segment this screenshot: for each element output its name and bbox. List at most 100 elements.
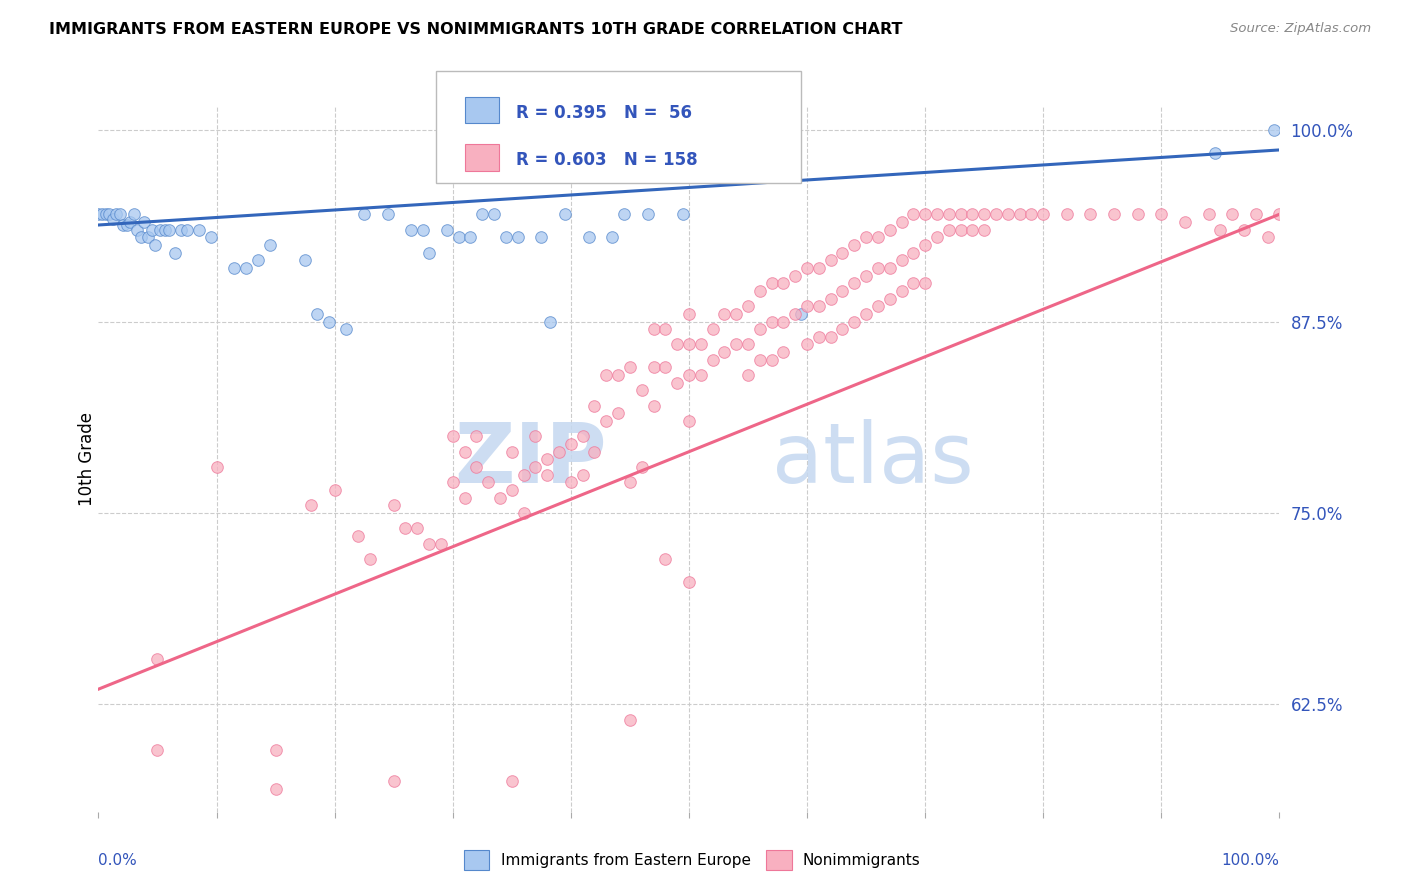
Point bbox=[149, 222, 172, 236]
Point bbox=[607, 368, 630, 383]
Point bbox=[844, 238, 866, 252]
Point bbox=[866, 230, 889, 244]
Point bbox=[1209, 222, 1232, 236]
Point bbox=[512, 467, 534, 482]
Point bbox=[672, 207, 695, 221]
Point bbox=[772, 345, 794, 359]
Point bbox=[1263, 123, 1285, 137]
Point bbox=[447, 230, 470, 244]
Point bbox=[890, 253, 912, 268]
Point bbox=[146, 651, 169, 665]
Point bbox=[678, 307, 700, 321]
Point bbox=[299, 499, 322, 513]
Point bbox=[666, 376, 689, 390]
Point bbox=[200, 230, 222, 244]
Point bbox=[264, 781, 287, 796]
Point bbox=[973, 222, 995, 236]
Point bbox=[318, 314, 340, 328]
Point bbox=[925, 207, 948, 221]
Point bbox=[170, 222, 193, 236]
Text: ZIP: ZIP bbox=[454, 419, 606, 500]
Point bbox=[115, 218, 138, 232]
Point bbox=[637, 207, 659, 221]
Point bbox=[938, 222, 960, 236]
Point bbox=[702, 322, 724, 336]
Point bbox=[224, 260, 246, 275]
Point bbox=[501, 483, 523, 497]
Point bbox=[737, 299, 759, 313]
Point bbox=[530, 230, 553, 244]
Point bbox=[406, 521, 429, 535]
Point bbox=[1032, 207, 1054, 221]
Point bbox=[347, 529, 370, 543]
Point bbox=[335, 322, 357, 336]
Point bbox=[949, 207, 972, 221]
Point bbox=[560, 475, 582, 490]
Point bbox=[748, 322, 770, 336]
Point bbox=[678, 414, 700, 428]
Point bbox=[143, 238, 166, 252]
Point bbox=[359, 552, 381, 566]
Point bbox=[1198, 207, 1220, 221]
Point bbox=[101, 211, 124, 226]
Point bbox=[654, 552, 676, 566]
Point bbox=[501, 774, 523, 789]
Text: Source: ZipAtlas.com: Source: ZipAtlas.com bbox=[1230, 22, 1371, 36]
Point bbox=[678, 368, 700, 383]
Point bbox=[91, 207, 114, 221]
Point bbox=[855, 307, 877, 321]
Point bbox=[506, 230, 529, 244]
Point bbox=[1244, 207, 1267, 221]
Point bbox=[524, 429, 547, 443]
Point bbox=[984, 207, 1007, 221]
Point bbox=[820, 253, 842, 268]
Point bbox=[323, 483, 346, 497]
Point bbox=[453, 491, 475, 505]
Point bbox=[394, 521, 416, 535]
Point bbox=[600, 230, 623, 244]
Point bbox=[725, 337, 748, 351]
Point bbox=[997, 207, 1019, 221]
Point bbox=[807, 330, 830, 344]
Point bbox=[879, 260, 901, 275]
Point bbox=[666, 337, 689, 351]
Point bbox=[120, 215, 142, 229]
Point bbox=[134, 215, 156, 229]
Point bbox=[607, 406, 630, 420]
Point bbox=[305, 307, 328, 321]
Point bbox=[471, 207, 494, 221]
Point bbox=[796, 260, 818, 275]
Point bbox=[879, 222, 901, 236]
Point bbox=[264, 743, 287, 757]
Point bbox=[560, 437, 582, 451]
Point bbox=[689, 337, 711, 351]
Point bbox=[949, 222, 972, 236]
Point bbox=[914, 276, 936, 290]
Point bbox=[737, 368, 759, 383]
Point bbox=[412, 222, 434, 236]
Point bbox=[87, 207, 110, 221]
Point bbox=[796, 337, 818, 351]
Point bbox=[465, 429, 488, 443]
Point bbox=[785, 268, 807, 283]
Point bbox=[165, 245, 187, 260]
Point bbox=[418, 245, 440, 260]
Point bbox=[831, 245, 853, 260]
Point bbox=[482, 207, 505, 221]
Point bbox=[619, 475, 641, 490]
Point bbox=[761, 352, 783, 367]
Text: 0.0%: 0.0% bbox=[98, 854, 138, 868]
Point bbox=[619, 713, 641, 727]
Point bbox=[554, 207, 576, 221]
Text: Immigrants from Eastern Europe: Immigrants from Eastern Europe bbox=[501, 854, 751, 868]
Point bbox=[678, 574, 700, 589]
Point bbox=[903, 276, 925, 290]
Point bbox=[820, 292, 842, 306]
Point bbox=[1008, 207, 1031, 221]
Point bbox=[1056, 207, 1078, 221]
Point bbox=[761, 276, 783, 290]
Point bbox=[98, 207, 121, 221]
Point bbox=[938, 207, 960, 221]
Point bbox=[418, 536, 440, 550]
Point bbox=[524, 460, 547, 475]
